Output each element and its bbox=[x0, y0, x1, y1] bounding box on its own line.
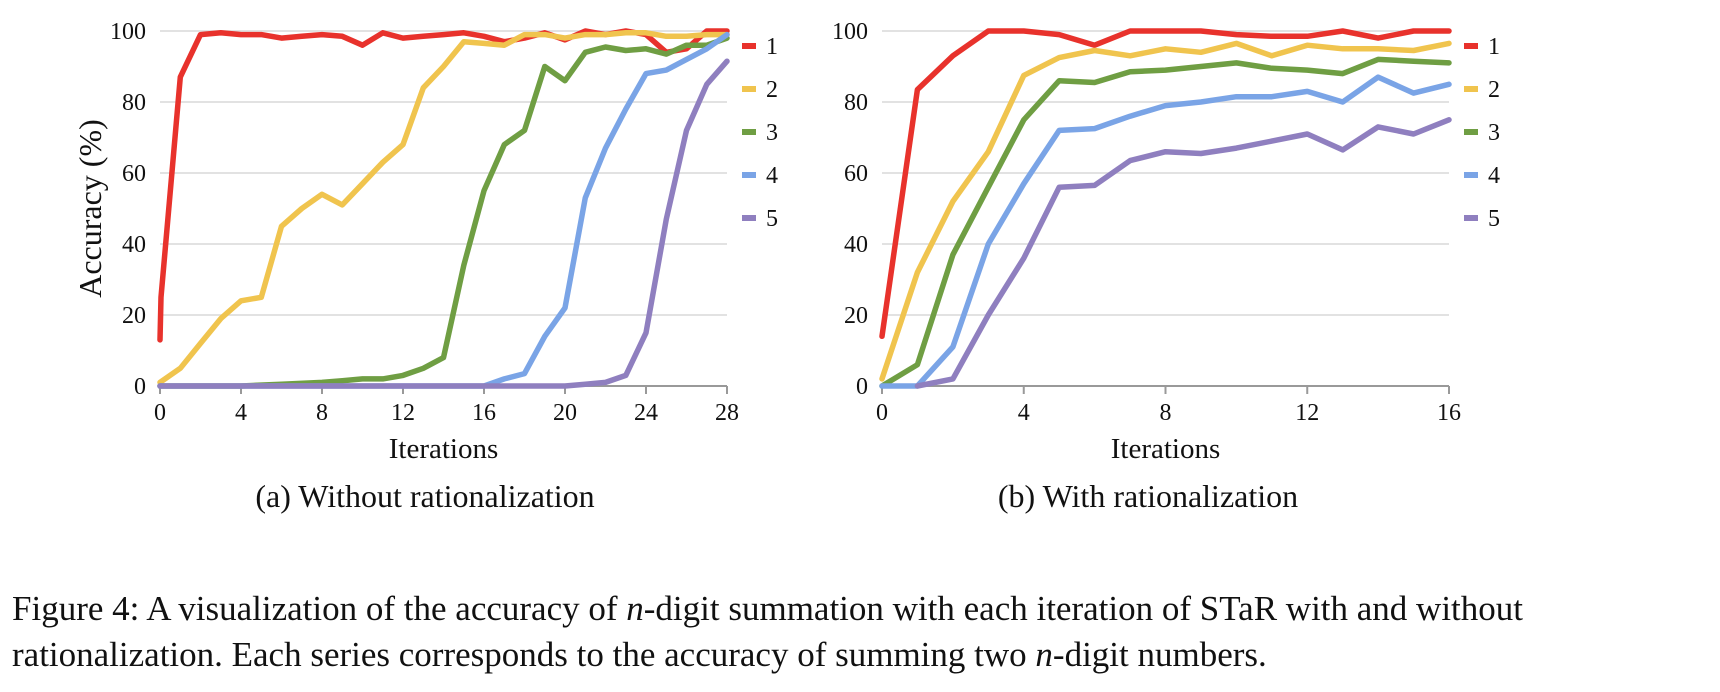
chart-a-y-tick-label: 100 bbox=[110, 19, 146, 45]
chart-b-legend-label-5: 5 bbox=[1488, 206, 1500, 232]
chart-a-x-tick-label: 20 bbox=[553, 400, 577, 426]
chart-a-series-2-line bbox=[157, 30, 730, 386]
chart-b-y-tick-label: 0 bbox=[856, 374, 868, 400]
caption-text-3: -digit numbers. bbox=[1052, 635, 1267, 674]
chart-a-x-tick-label: 8 bbox=[316, 400, 328, 426]
chart-a-y-tick-label: 20 bbox=[122, 303, 146, 329]
chart-a-series-5-line bbox=[157, 58, 730, 389]
chart-b-x-tick-label: 12 bbox=[1295, 400, 1319, 426]
chart-b-x-axis-label: Iterations bbox=[1111, 433, 1221, 465]
chart-a-y-tick-label: 40 bbox=[122, 232, 146, 258]
chart-b-series-3-line bbox=[879, 56, 1452, 389]
chart-b-y-tick-label: 80 bbox=[844, 90, 868, 116]
chart-b-series-1-line bbox=[879, 28, 1452, 340]
chart-a-x-tick-label: 16 bbox=[472, 400, 496, 426]
chart-a-y-tick-label: 60 bbox=[122, 161, 146, 187]
chart-b-y-tick-label: 60 bbox=[844, 161, 868, 187]
chart-b-legend-label-4: 4 bbox=[1488, 163, 1500, 189]
chart-a-x-tick-label: 4 bbox=[235, 400, 247, 426]
chart-b-subtitle: (b) With rationalization bbox=[998, 478, 1298, 514]
chart-b-y-tick-label: 100 bbox=[832, 19, 868, 45]
chart-a-y-axis-label: Accuracy (%) bbox=[72, 119, 108, 298]
chart-a-y-tick-label: 80 bbox=[122, 90, 146, 116]
chart-a-legend-label-1: 1 bbox=[766, 34, 778, 60]
chart-a-x-axis-label: Iterations bbox=[389, 433, 499, 465]
caption-n-variable-1: n bbox=[626, 589, 644, 628]
caption-text-2: -digit summation with each iteration of … bbox=[12, 589, 1524, 674]
chart-b-legend-label-3: 3 bbox=[1488, 120, 1500, 146]
chart-b-series-5-line bbox=[914, 117, 1452, 389]
chart-a-x-tick-label: 12 bbox=[391, 400, 415, 426]
chart-b-x-tick-label: 16 bbox=[1437, 400, 1461, 426]
chart-b-legend-label-1: 1 bbox=[1488, 34, 1500, 60]
chart-a-subtitle: (a) Without rationalization bbox=[255, 478, 594, 514]
chart-a-x-tick-label: 0 bbox=[154, 400, 166, 426]
chart-a-series-3-line bbox=[157, 35, 730, 389]
figure-caption: Figure 4: A visualization of the accurac… bbox=[12, 586, 1712, 678]
chart-b-x-tick-label: 4 bbox=[1018, 400, 1030, 426]
caption-label: Figure 4: bbox=[12, 589, 140, 628]
chart-a-x-tick-label: 28 bbox=[715, 400, 739, 426]
chart-b-series-4-line bbox=[879, 74, 1452, 389]
chart-a-x-tick-label: 24 bbox=[634, 400, 658, 426]
chart-b-series-2-line bbox=[879, 40, 1452, 382]
chart-a-y-tick-label: 0 bbox=[134, 374, 146, 400]
chart-a-legend-label-5: 5 bbox=[766, 206, 778, 232]
chart-a-series-4-line bbox=[157, 31, 730, 389]
caption-text-1: A visualization of the accuracy of bbox=[146, 589, 618, 628]
chart-b-y-tick-label: 20 bbox=[844, 303, 868, 329]
chart-b-x-tick-label: 8 bbox=[1160, 400, 1172, 426]
chart-a-legend-label-2: 2 bbox=[766, 77, 778, 103]
chart-b-legend-label-2: 2 bbox=[1488, 77, 1500, 103]
chart-b-x-tick-label: 0 bbox=[876, 400, 888, 426]
chart-a-legend-label-4: 4 bbox=[766, 163, 778, 189]
caption-n-variable-2: n bbox=[1035, 635, 1053, 674]
chart-b-y-tick-label: 40 bbox=[844, 232, 868, 258]
chart-a-legend-label-3: 3 bbox=[766, 120, 778, 146]
